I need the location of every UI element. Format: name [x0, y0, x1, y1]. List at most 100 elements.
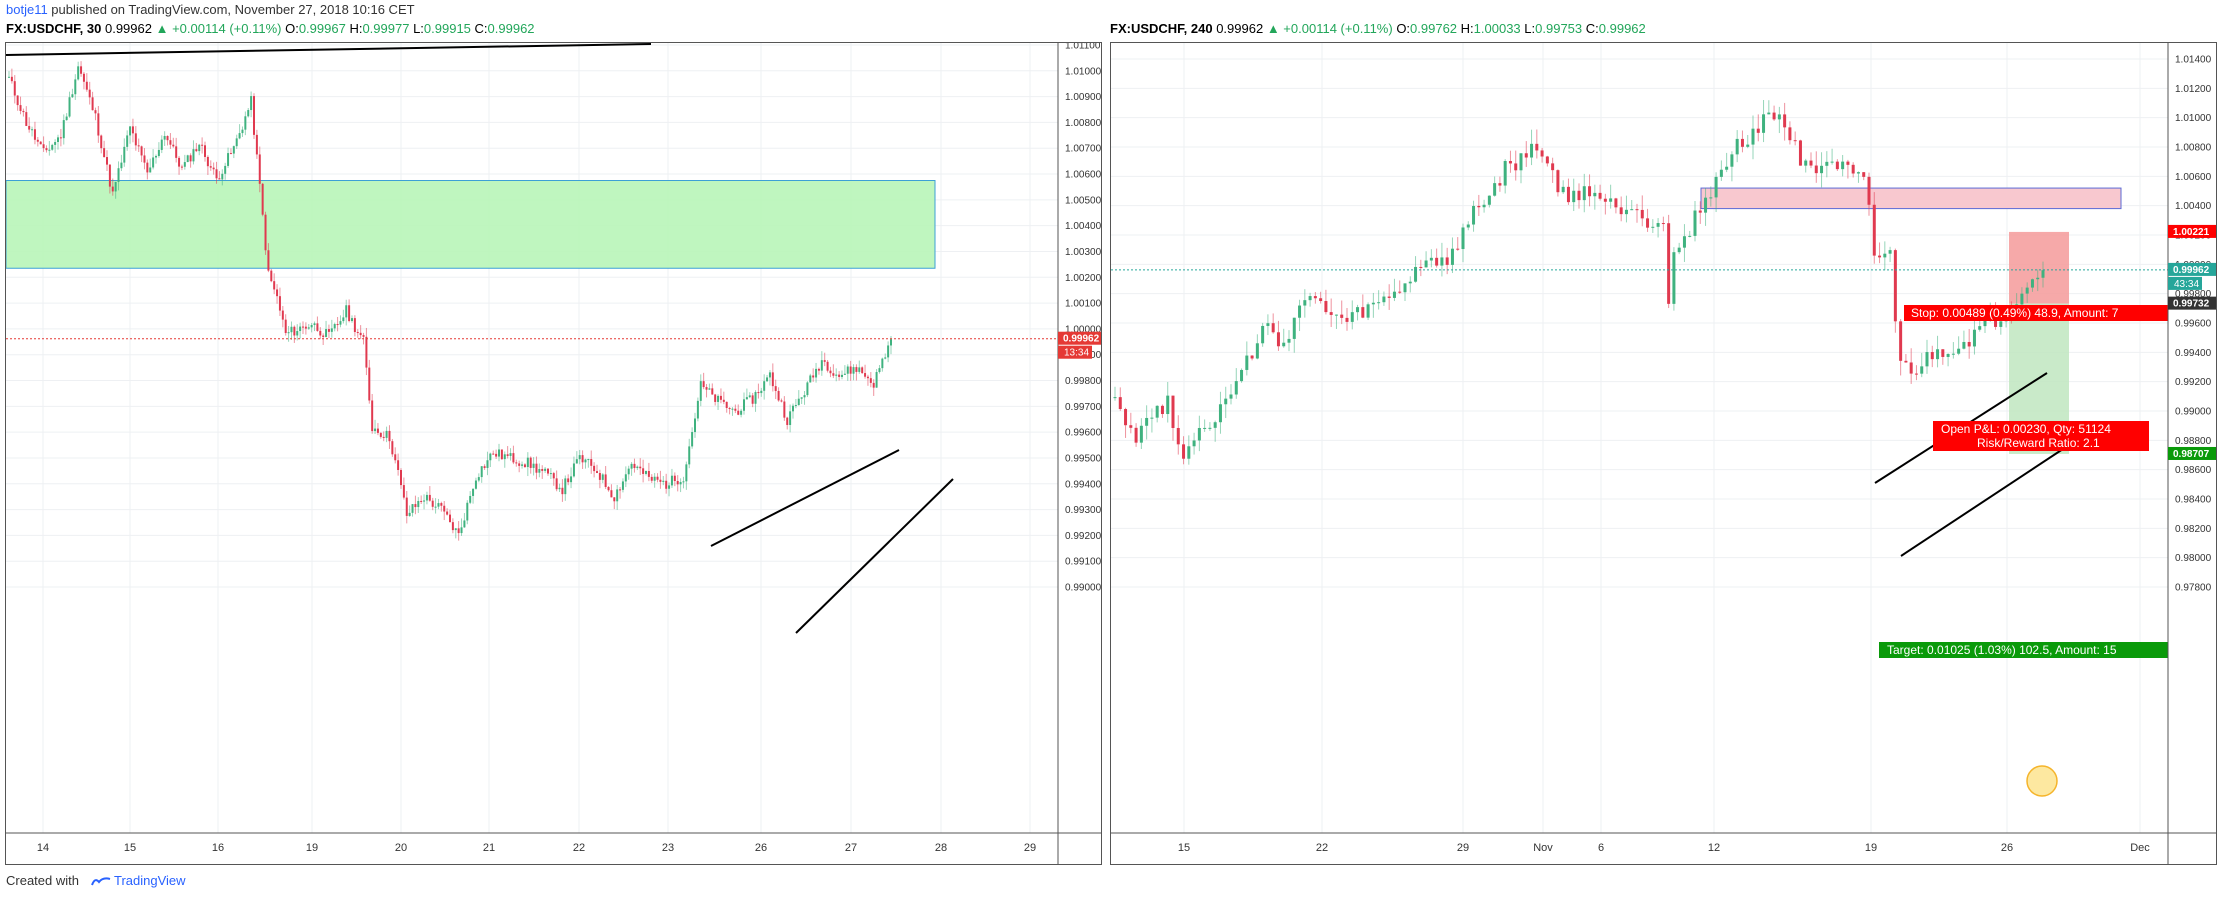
- c1-candle-115: [339, 321, 342, 325]
- c1-candle-259: [754, 392, 757, 404]
- chart1-trendlines[interactable]: [5, 43, 954, 634]
- c1-candle-187: [547, 468, 549, 474]
- c1-candle-283: [823, 360, 826, 362]
- chart2-symbol[interactable]: FX:USDCHF, 240: [1110, 21, 1213, 36]
- c1-candle-90: [267, 250, 270, 271]
- c1-candle-64: [192, 149, 195, 162]
- c1-candle-130: [382, 436, 385, 438]
- c2-candle-158: [1946, 353, 1950, 357]
- c1-ytick-14: 1.00400: [1065, 221, 1101, 232]
- c1-candle-105: [310, 325, 313, 328]
- c1-candle-163: [477, 477, 480, 481]
- chart2-channel-lower[interactable]: [1900, 446, 2067, 557]
- c2-candle-104: [1661, 223, 1665, 225]
- c1-xtick-7: 23: [662, 842, 674, 854]
- chart1-wedge-upper[interactable]: [710, 449, 900, 547]
- c2-ytick-14: 1.00600: [2175, 172, 2212, 183]
- c1-candle-34: [106, 157, 108, 165]
- c1-candle-169: [495, 453, 498, 457]
- author-link[interactable]: botje11: [6, 2, 48, 17]
- c2-candle-30: [1271, 323, 1275, 333]
- c2-candle-52: [1387, 296, 1391, 298]
- c1-candle-289: [841, 374, 843, 377]
- c2-xtick-4: 6: [1598, 842, 1604, 854]
- c1-candle-154: [451, 522, 454, 531]
- c1-candle-269: [783, 401, 786, 418]
- c2-ytick-0: 0.97800: [2175, 583, 2212, 594]
- c1-candle-244: [711, 388, 714, 395]
- c1-candle-10: [36, 139, 39, 142]
- c1-candle-204: [596, 471, 598, 473]
- chart2-stop-label: Stop: 0.00489 (0.49%) 48.9, Amount: 7: [1911, 306, 2119, 320]
- c2-candle-111: [1698, 210, 1702, 213]
- c2-candle-35: [1298, 305, 1302, 318]
- c1-ytick-11: 1.00100: [1065, 299, 1101, 310]
- c1-candle-126: [371, 400, 374, 432]
- c1-candle-11: [39, 141, 42, 145]
- chart1-symbol[interactable]: FX:USDCHF, 30: [6, 21, 102, 36]
- c2-xtick-0: 15: [1178, 842, 1190, 854]
- c2-candle-6: [1145, 417, 1149, 426]
- c2-candle-133: [1814, 165, 1818, 174]
- c2-candle-70: [1482, 204, 1486, 208]
- c2-candle-62: [1440, 257, 1444, 266]
- chart1-svg[interactable]: 0.99000 0.99100 0.99200 0.99300 0.99400 0.995…: [5, 41, 1102, 864]
- chart2-c-label: C:: [1585, 21, 1599, 36]
- c1-candle-23: [74, 79, 77, 95]
- c2-candle-19: [1213, 422, 1217, 428]
- chart1-price-axis[interactable]: [1058, 43, 1101, 833]
- c1-candle-210: [613, 497, 616, 502]
- c2-candle-103: [1656, 223, 1660, 227]
- chart2-y-ticks: 0.97800 0.98000 0.98200 0.98400 0.98600 0.988…: [2175, 55, 2212, 594]
- cursor-highlight-icon: [2026, 765, 2058, 797]
- chart1-panel[interactable]: 0.99000 0.99100 0.99200 0.99300 0.99400 0.995…: [5, 41, 1102, 865]
- c1-candle-170: [498, 449, 500, 457]
- c1-candle-83: [247, 110, 250, 117]
- tradingview-link[interactable]: TradingView: [114, 873, 186, 888]
- c2-candle-59: [1424, 260, 1428, 268]
- chart2-legend: FX:USDCHF, 240 0.99962 ▲ +0.00114 (+0.11…: [1110, 21, 1646, 36]
- c2-candle-132: [1809, 160, 1813, 166]
- chart1-legend: FX:USDCHF, 30 0.99962 ▲ +0.00114 (+0.11%…: [6, 21, 535, 36]
- c1-candle-6: [25, 112, 28, 126]
- c1-candle-15: [51, 144, 54, 150]
- chart2-resistance-zone[interactable]: [1700, 187, 2122, 210]
- c2-candle-3: [1129, 425, 1133, 428]
- c2-candle-10: [1166, 395, 1170, 415]
- c1-candle-35: [108, 164, 111, 187]
- chart2-svg[interactable]: Stop: 0.00489 (0.49%) 48.9, Amount: 7 Op…: [1111, 43, 2216, 864]
- chart1-support-zone[interactable]: [5, 180, 936, 269]
- c2-candle-142: [1862, 172, 1866, 177]
- c1-candle-47: [143, 155, 146, 163]
- chart2-stop-area[interactable]: [2009, 231, 2069, 304]
- chart2-price-axis[interactable]: [2168, 43, 2216, 833]
- c2-candle-24: [1240, 369, 1244, 382]
- chart1-wedge-lower[interactable]: [795, 478, 954, 634]
- c1-candle-202: [590, 459, 593, 466]
- c1-candle-188: [549, 473, 552, 475]
- tradingview-logo-icon[interactable]: [90, 874, 111, 886]
- c2-candle-66: [1461, 227, 1465, 250]
- c1-candle-168: [492, 453, 495, 455]
- chart1-c-label: C:: [474, 21, 488, 36]
- c1-candle-127: [374, 428, 377, 432]
- chart1-change: ▲ +0.00114 (+0.11%): [155, 21, 282, 36]
- c1-candle-30: [94, 110, 97, 114]
- chart2-panel[interactable]: Stop: 0.00489 (0.49%) 48.9, Amount: 7 Op…: [1110, 42, 2217, 865]
- c2-candle-84: [1556, 170, 1560, 193]
- c2-candle-31: [1276, 332, 1280, 347]
- chart1-top-trendline[interactable]: [5, 43, 652, 56]
- c1-candle-120: [353, 318, 356, 332]
- c2-xtick-2: 29: [1457, 842, 1469, 854]
- c1-candle-296: [861, 367, 864, 374]
- c1-candle-218: [636, 466, 639, 469]
- chart2-position-labels[interactable]: Stop: 0.00489 (0.49%) 48.9, Amount: 7 Op…: [1879, 305, 2168, 658]
- c2-candle-126: [1777, 114, 1781, 120]
- c1-candle-48: [146, 162, 149, 173]
- c1-candle-209: [610, 490, 613, 498]
- c1-candle-293: [852, 367, 855, 374]
- c2-candle-94: [1609, 198, 1613, 202]
- c1-candle-219: [639, 466, 642, 469]
- c1-candle-59: [178, 157, 181, 167]
- c1-candle-94: [278, 296, 281, 311]
